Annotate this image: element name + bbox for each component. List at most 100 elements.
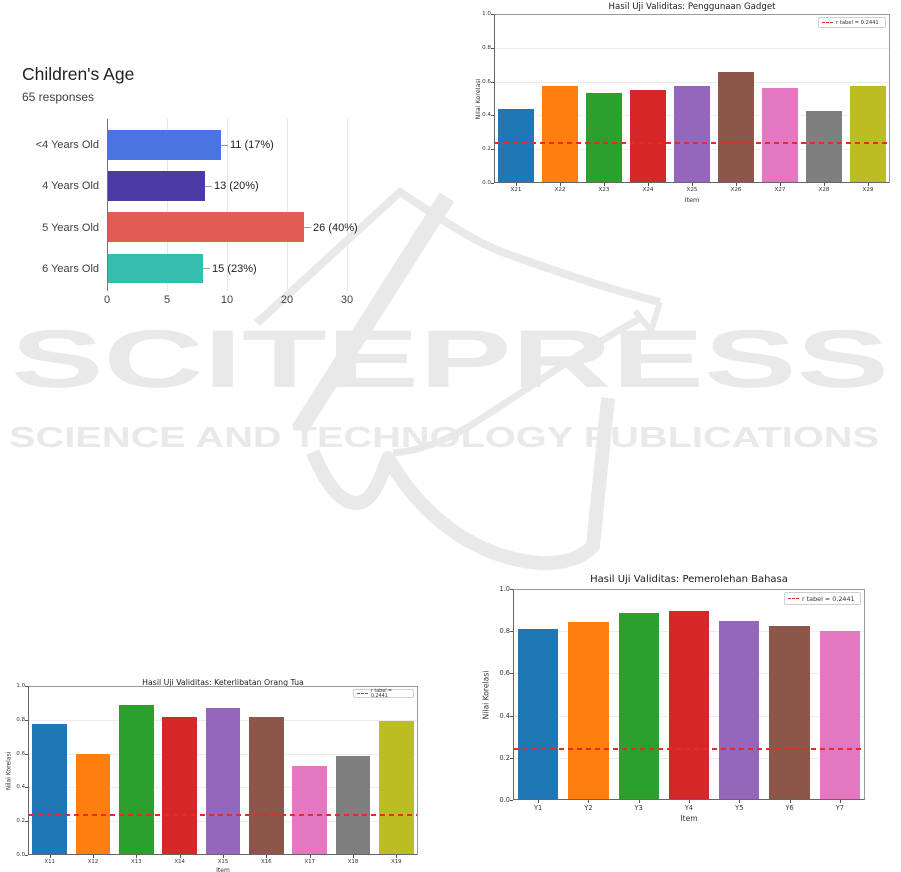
- x-tick-label: X29: [862, 187, 874, 193]
- x-tick-label: X14: [174, 859, 185, 865]
- bar-Y2: [568, 621, 609, 799]
- x-tick-label: X11: [44, 859, 55, 865]
- x-axis-label: Item: [680, 813, 698, 823]
- y-tickmark: [491, 115, 494, 117]
- age-gridline: [347, 119, 348, 291]
- y-axis-label: Nilai Korelasi: [481, 670, 491, 719]
- y-tick-label: 0.2: [16, 818, 25, 825]
- y-tickmark: [25, 821, 28, 823]
- x-tickmark: [538, 800, 540, 803]
- bar-X19: [379, 720, 414, 854]
- y-tickmark: [491, 81, 494, 83]
- x-tickmark: [739, 800, 741, 803]
- age-bar-value-label: 15 (23%): [212, 262, 257, 275]
- x-tickmark: [309, 855, 311, 858]
- x-tickmark: [266, 855, 268, 858]
- y-tickmark: [510, 631, 513, 633]
- chart-title: Hasil Uji Validitas: Penggunaan Gadget: [608, 2, 776, 12]
- age-bar-value-label: 13 (20%): [214, 180, 259, 193]
- x-tick-label: Y2: [584, 804, 593, 812]
- x-axis-label: Item: [684, 195, 700, 204]
- y-tick-label: 0.2: [499, 753, 511, 762]
- x-tick-label: X23: [598, 187, 610, 193]
- x-tickmark: [516, 183, 517, 186]
- y-tick-label: 0.4: [482, 112, 491, 119]
- x-tickmark: [638, 800, 640, 803]
- y-gridline: [495, 47, 889, 49]
- y-axis-label: Nilai Korelasi: [5, 751, 13, 790]
- x-tickmark: [223, 855, 224, 858]
- bar-X22: [542, 85, 578, 182]
- age-x-tick-label: 0: [103, 294, 111, 306]
- x-tick-label: X24: [642, 187, 654, 193]
- y-tickmark: [510, 589, 513, 590]
- y-tickmark: [491, 47, 494, 49]
- x-tickmark: [136, 855, 138, 858]
- bar-X28: [806, 111, 842, 182]
- legend-label: r tabel = 0.2441: [836, 19, 879, 26]
- y-tick-label: 0.4: [499, 711, 511, 720]
- y-tick-label: 0.0: [499, 796, 511, 804]
- age-chart-title: Children's Age: [22, 64, 135, 84]
- chart-title: Hasil Uji Validitas: Pemerolehan Bahasa: [590, 574, 788, 585]
- bar-X25: [674, 85, 710, 182]
- bar-X21: [498, 109, 534, 182]
- bar-Y7: [819, 631, 860, 799]
- age-gridline: [287, 119, 288, 291]
- x-tick-label: Y3: [634, 804, 643, 812]
- age-category-label: <4 Years Old: [35, 139, 99, 152]
- y-tickmark: [25, 686, 28, 687]
- y-tick-label: 0.8: [499, 627, 511, 636]
- y-tickmark: [25, 753, 28, 755]
- legend-label: r tabel = 0.2441: [370, 688, 393, 699]
- legend-label: r tabel = 0.2441: [802, 594, 855, 603]
- age-category-label: 6 Years Old: [42, 262, 99, 275]
- bar-X29: [850, 85, 886, 182]
- x-tickmark: [49, 855, 51, 858]
- y-tick-label: 0.6: [482, 78, 491, 85]
- x-tickmark: [736, 183, 737, 186]
- y-tick-label: 0.8: [16, 716, 25, 723]
- x-tickmark: [604, 183, 605, 186]
- x-tickmark: [689, 800, 690, 803]
- x-axis-label: Item: [216, 867, 230, 872]
- x-tick-label: X12: [87, 859, 99, 865]
- age-chart-subtitle: 65 responses: [22, 90, 95, 104]
- age-bar-connector: [203, 268, 210, 270]
- y-tickmark: [510, 757, 513, 759]
- age-bar-connector: [221, 144, 228, 146]
- r-tabel-line: [495, 141, 889, 144]
- y-tick-label: 1.0: [16, 683, 25, 689]
- age-y-axis-line: [107, 119, 108, 291]
- bar-Y6: [769, 625, 810, 799]
- x-tickmark: [780, 183, 781, 186]
- age-gridline: [227, 119, 228, 291]
- x-tickmark: [93, 855, 94, 858]
- bar-X12: [75, 754, 111, 854]
- age-gridline: [167, 119, 168, 291]
- y-tickmark: [510, 715, 513, 717]
- y-gridline: [495, 81, 889, 83]
- age-x-tick-label: 30: [340, 294, 354, 306]
- x-tick-label: Y7: [835, 804, 844, 812]
- bar-X17: [292, 766, 327, 854]
- age-bar-2: [108, 171, 205, 201]
- watermark-brand: SCITEPRESS: [11, 314, 889, 405]
- x-tick-label: X17: [304, 859, 315, 865]
- bar-X23: [586, 92, 622, 182]
- y-tickmark: [25, 855, 28, 856]
- x-tickmark: [560, 183, 561, 186]
- age-bar-4: [108, 253, 203, 284]
- age-category-label: 5 Years Old: [42, 221, 99, 234]
- age-bar-1: [108, 130, 221, 160]
- x-tick-label: Y5: [735, 804, 744, 812]
- x-tick-label: X13: [131, 859, 142, 865]
- bar-X27: [762, 88, 798, 182]
- x-tick-label: X27: [774, 187, 786, 193]
- legend: r tabel = 0.2441: [784, 592, 861, 605]
- y-tick-label: 0.0: [482, 180, 491, 186]
- x-tickmark: [824, 183, 825, 186]
- r-tabel-line: [514, 748, 864, 751]
- x-tickmark: [839, 800, 841, 803]
